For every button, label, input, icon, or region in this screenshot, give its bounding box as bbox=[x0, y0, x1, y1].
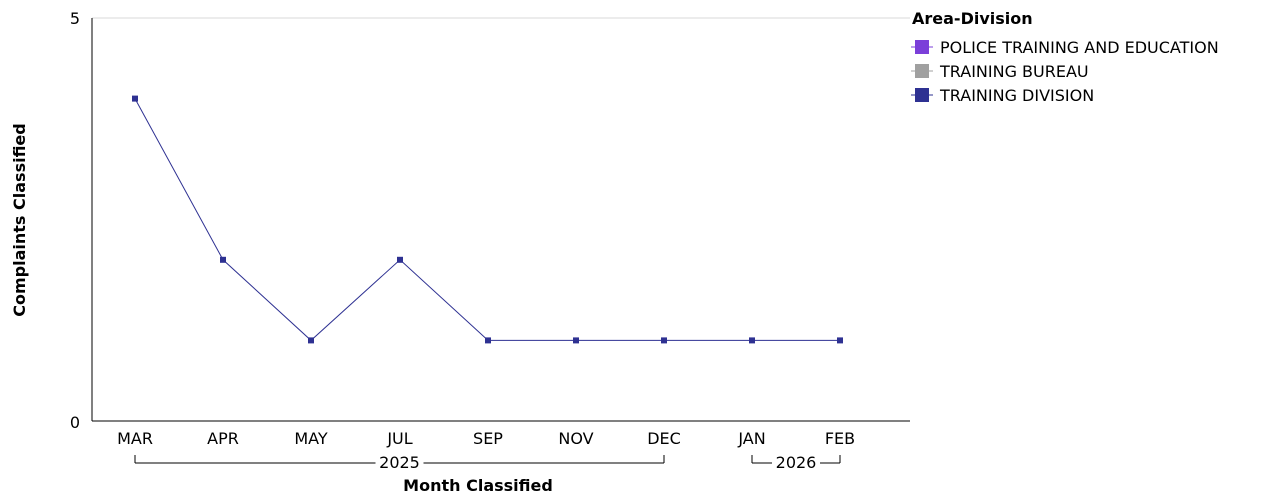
x-tick-label-apr: APR bbox=[207, 429, 239, 448]
legend-title: Area-Division bbox=[912, 9, 1033, 28]
series-layer bbox=[132, 95, 843, 344]
data-point-jul bbox=[397, 256, 403, 263]
data-point-nov bbox=[573, 337, 579, 344]
legend-swatch-1 bbox=[915, 64, 929, 78]
y-axis-title: Complaints Classified bbox=[10, 123, 29, 316]
year-groups: 2025 2026 bbox=[134, 453, 841, 472]
x-tick-label-nov: NOV bbox=[558, 429, 593, 448]
x-tick-label-sep: SEP bbox=[473, 429, 503, 448]
legend-label-0: POLICE TRAINING AND EDUCATION bbox=[940, 38, 1219, 57]
x-tick-label-may: MAY bbox=[294, 429, 328, 448]
y-tick-label-min: 0 bbox=[70, 413, 80, 432]
legend-swatch-0 bbox=[915, 40, 929, 54]
legend-label-1: TRAINING BUREAU bbox=[939, 62, 1089, 81]
series-line-0 bbox=[134, 98, 840, 342]
legend: Area-Division POLICE TRAINING AND EDUCAT… bbox=[911, 9, 1219, 105]
x-tick-labels: MAR APR MAY JUL SEP NOV DEC JAN FEB bbox=[117, 429, 855, 448]
legend-swatch-2 bbox=[915, 88, 929, 102]
year-label-2025: 2025 bbox=[379, 453, 420, 472]
data-point-sep bbox=[485, 337, 491, 344]
year-label-2026: 2026 bbox=[776, 453, 817, 472]
x-tick-label-dec: DEC bbox=[647, 429, 681, 448]
data-point-apr bbox=[220, 256, 226, 263]
data-point-mar bbox=[132, 95, 138, 102]
legend-label-2: TRAINING DIVISION bbox=[939, 86, 1094, 105]
data-point-may bbox=[308, 337, 314, 344]
x-tick-label-feb: FEB bbox=[825, 429, 855, 448]
x-axis-title: Month Classified bbox=[403, 476, 553, 495]
data-point-feb bbox=[837, 337, 843, 344]
data-point-jan bbox=[749, 337, 755, 344]
x-tick-label-jan: JAN bbox=[737, 429, 765, 448]
y-tick-label-max: 5 bbox=[70, 9, 80, 28]
data-point-dec bbox=[661, 337, 667, 344]
x-tick-label-mar: MAR bbox=[117, 429, 153, 448]
x-tick-label-jul: JUL bbox=[386, 429, 412, 448]
